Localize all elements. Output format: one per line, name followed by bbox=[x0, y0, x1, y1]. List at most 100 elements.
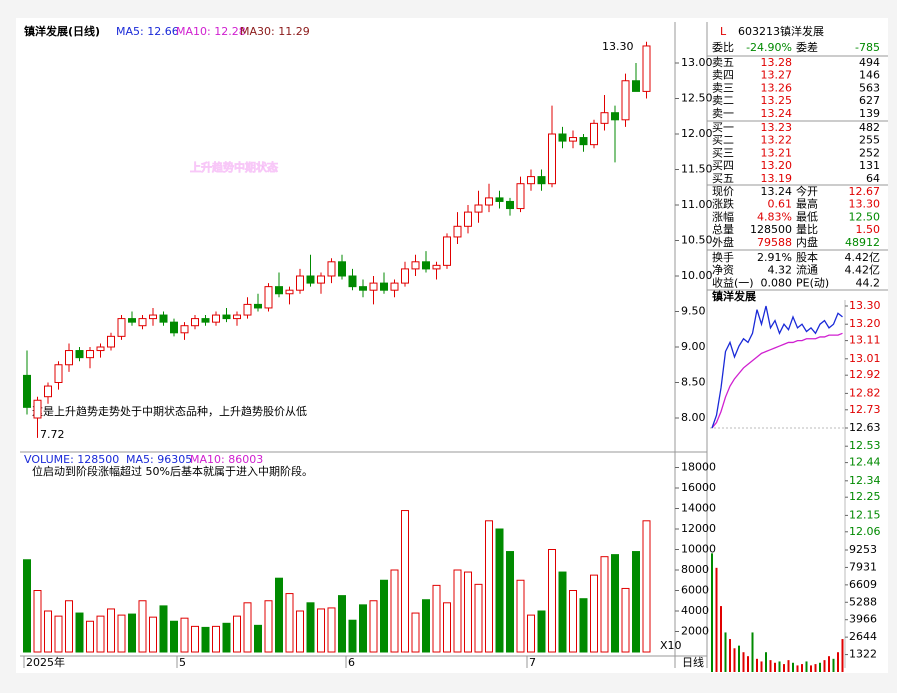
candle-body bbox=[579, 137, 588, 146]
price-line bbox=[711, 305, 843, 429]
candle-body bbox=[233, 314, 241, 320]
quote-volume: 563 bbox=[859, 81, 880, 94]
candle-body bbox=[243, 303, 252, 316]
y-tick-label: 12.53 bbox=[849, 439, 881, 452]
volume-bar bbox=[296, 610, 304, 653]
y-tick-label: 9253 bbox=[849, 543, 877, 556]
volume-bar bbox=[149, 616, 157, 653]
volume-bar bbox=[611, 554, 619, 653]
volume-ma5: MA5: 96305 bbox=[126, 453, 192, 466]
candle-body bbox=[495, 197, 504, 202]
volume-bar bbox=[348, 619, 357, 653]
quote-value: 4.42亿 bbox=[845, 264, 881, 277]
y-tick-label: 3966 bbox=[849, 613, 877, 626]
candle-body bbox=[506, 200, 514, 210]
volume-bar bbox=[464, 571, 472, 653]
volume-ma10: MA10: 86003 bbox=[190, 453, 263, 466]
volume-bar bbox=[222, 622, 231, 653]
quote-volume: 627 bbox=[859, 94, 880, 107]
y-tick-label: 12.92 bbox=[849, 368, 881, 381]
candle-body bbox=[569, 137, 577, 142]
y-tick-label: 12.06 bbox=[849, 525, 881, 538]
ma10-label: MA10: 12.28 bbox=[176, 25, 246, 38]
volume-bar bbox=[107, 608, 115, 653]
volume-bar bbox=[212, 625, 220, 653]
candle-body bbox=[348, 275, 357, 288]
volume-bar bbox=[285, 593, 294, 653]
volume-bar bbox=[306, 602, 315, 653]
quote-label: 今开 bbox=[796, 184, 818, 198]
volume-bar bbox=[558, 571, 567, 653]
volume-bar bbox=[401, 510, 409, 653]
candle-body bbox=[159, 314, 168, 323]
candle-body bbox=[222, 314, 231, 320]
candle-body bbox=[443, 236, 451, 266]
quote-label: 最高 bbox=[796, 197, 818, 211]
candle-body bbox=[86, 350, 94, 359]
candle-body bbox=[254, 303, 262, 309]
quote-value: -24.90% bbox=[746, 41, 792, 54]
quote-label: 涨跌 bbox=[712, 197, 734, 211]
y-tick-label: 2000 bbox=[681, 625, 709, 638]
stock-title: 镇洋发展(日线) bbox=[24, 24, 100, 38]
quote-volume: 64 bbox=[866, 172, 880, 185]
quote-value: 44.2 bbox=[856, 276, 881, 289]
y-tick-label: 2644 bbox=[849, 630, 877, 643]
candle-body bbox=[212, 314, 220, 323]
y-tick-label: 13.01 bbox=[849, 352, 881, 365]
quote-value: 0.61 bbox=[768, 198, 793, 211]
y-tick-label: 12.50 bbox=[681, 92, 713, 105]
annotation: 上升趋势中期状态 bbox=[190, 160, 278, 174]
quote-value: 4.83% bbox=[757, 210, 792, 223]
y-tick-label: 10.50 bbox=[681, 234, 713, 247]
y-tick-label: 6609 bbox=[849, 578, 877, 591]
y-tick-label: 12.25 bbox=[849, 490, 881, 503]
volume-bar bbox=[548, 549, 556, 653]
candle-body bbox=[96, 346, 105, 352]
y-tick-label: 13.30 bbox=[849, 299, 881, 312]
quote-value: 2.91% bbox=[757, 251, 792, 264]
y-tick-label: 11.00 bbox=[681, 198, 713, 211]
candle-body bbox=[359, 286, 367, 291]
quote-label: 收益(一) bbox=[712, 275, 754, 289]
note-line: 位启动到阶段涨幅超过 50%后基本就属于进入中期阶段。 bbox=[32, 464, 313, 478]
volume-bar bbox=[537, 610, 546, 653]
quote-value: -785 bbox=[855, 41, 880, 54]
candle-body bbox=[632, 80, 640, 92]
candle-body bbox=[642, 45, 651, 92]
y-tick-label: 6000 bbox=[681, 584, 709, 597]
y-tick-label: 4000 bbox=[681, 604, 709, 617]
volume-bar bbox=[600, 556, 609, 653]
quote-value: 48912 bbox=[845, 236, 880, 249]
candle-body bbox=[306, 275, 315, 284]
quote-volume: 131 bbox=[859, 159, 880, 172]
volume-bar bbox=[621, 587, 630, 653]
quote-price: 13.25 bbox=[761, 94, 793, 107]
volume-bar bbox=[380, 579, 388, 653]
candle-body bbox=[327, 261, 336, 277]
quote-code: 603213 bbox=[738, 25, 780, 38]
quote-label: 净资 bbox=[712, 263, 734, 277]
y-tick-label: 8.00 bbox=[681, 411, 706, 424]
volume-bar bbox=[485, 520, 493, 653]
y-tick-label: 13.00 bbox=[681, 56, 713, 69]
candle-body bbox=[23, 374, 31, 408]
volume-bar bbox=[474, 583, 483, 653]
y-tick-label: 12.73 bbox=[849, 403, 881, 416]
volume-bar bbox=[180, 617, 189, 653]
volume-bar bbox=[65, 600, 73, 653]
quote-label: 买一 bbox=[712, 121, 734, 134]
quote-price: 13.20 bbox=[761, 159, 793, 172]
volume-bar bbox=[23, 559, 31, 653]
volume-bar bbox=[317, 608, 325, 653]
quote-label: 卖三 bbox=[712, 81, 734, 94]
candle-body bbox=[516, 183, 525, 210]
candle-body bbox=[117, 318, 126, 337]
quote-label: 量比 bbox=[796, 223, 818, 236]
quote-label: 外盘 bbox=[712, 235, 734, 249]
candle-body bbox=[390, 282, 399, 291]
volume-bar bbox=[359, 604, 367, 653]
volume-bar bbox=[75, 612, 84, 653]
candle-body bbox=[590, 122, 598, 146]
volume-bar bbox=[516, 579, 525, 653]
